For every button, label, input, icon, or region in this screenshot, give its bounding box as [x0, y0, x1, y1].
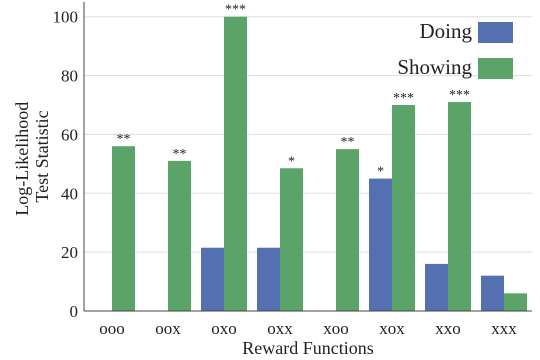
bar-doing-xox	[369, 178, 392, 311]
legend: Doing Showing	[397, 19, 513, 79]
bar-doing-oxx	[257, 247, 280, 311]
legend-swatch-showing	[478, 58, 513, 79]
x-tick-label: oxo	[211, 319, 237, 338]
legend-label-showing: Showing	[397, 55, 472, 79]
bars	[112, 16, 527, 311]
x-tick-label: xoo	[323, 319, 349, 338]
significance-label: **	[341, 135, 355, 150]
x-tick-label: xxo	[435, 319, 461, 338]
significance-label: ***	[393, 91, 414, 106]
y-tick-label: 0	[70, 302, 79, 321]
x-tick-label: xxx	[491, 319, 517, 338]
y-axis-label-line-2: Test Statistic	[32, 110, 52, 202]
x-tick-label: ooo	[99, 319, 125, 338]
x-tick-label: xox	[379, 319, 405, 338]
bar-showing-oox	[168, 160, 191, 311]
significance-label: *	[288, 154, 295, 169]
x-tick-labels: ooo oox oxo oxx xoo xox xxo xxx	[99, 319, 517, 338]
significance-labels: ************** ***	[117, 3, 471, 180]
x-tick-label: oox	[155, 319, 181, 338]
y-axis-label: Log-Likelihood Test Statistic	[12, 97, 52, 215]
y-axis-label-line-1: Log-Likelihood	[12, 102, 32, 216]
bar-showing-oxx	[280, 168, 303, 311]
bar-showing-xox	[392, 105, 415, 311]
legend-swatch-doing	[478, 22, 513, 43]
y-tick-label: 40	[61, 184, 78, 203]
legend-label-doing: Doing	[420, 19, 473, 43]
bar-showing-xoo	[336, 149, 359, 311]
bar-doing-oxo	[201, 247, 224, 311]
bar-doing-xxx	[481, 275, 504, 311]
y-tick-label: 80	[61, 67, 78, 86]
significance-label: **	[173, 147, 187, 162]
x-tick-label: oxx	[267, 319, 293, 338]
y-tick-label: 100	[53, 8, 79, 27]
y-tick-label: 20	[61, 243, 78, 262]
x-axis-label: Reward Functions	[242, 338, 373, 358]
bar-showing-xxo	[448, 102, 471, 311]
significance-label: ***	[449, 88, 470, 103]
significance-label: ***	[225, 3, 246, 18]
y-tick-labels: 0 20 40 60 80 100	[53, 8, 79, 321]
y-tick-label: 60	[61, 125, 78, 144]
bar-showing-oxo	[224, 16, 247, 311]
bar-doing-xxo	[425, 263, 448, 311]
significance-label: *	[377, 165, 384, 180]
bar-showing-ooo	[112, 146, 135, 311]
bar-showing-xxx	[504, 293, 527, 311]
significance-label: **	[117, 132, 131, 147]
